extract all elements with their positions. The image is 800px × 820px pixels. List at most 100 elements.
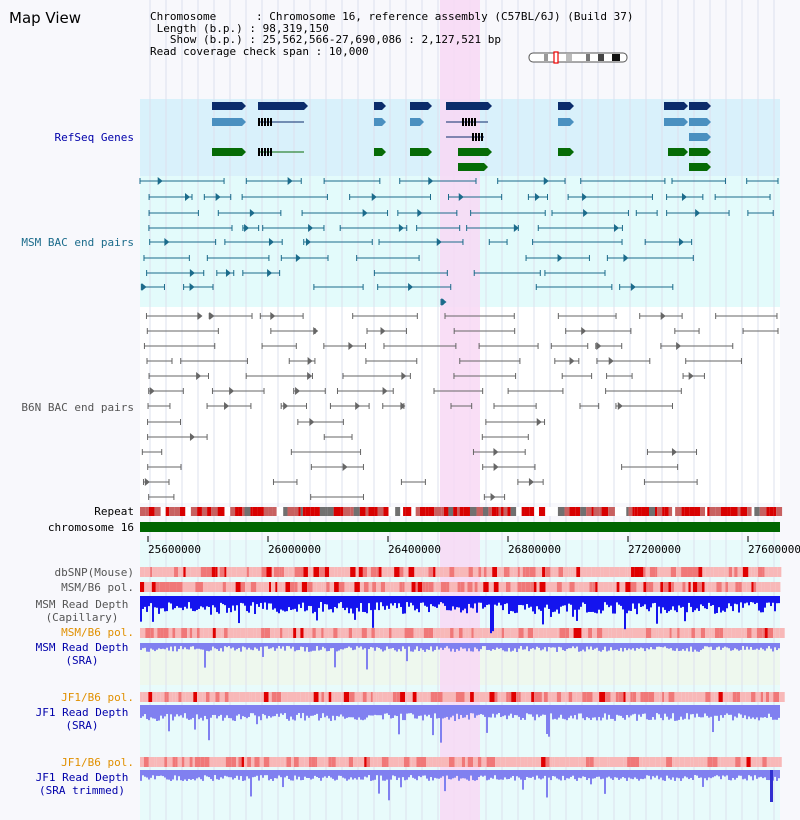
jf1-depth-sra-bar [682, 705, 684, 720]
msm-depth-sra-bar [776, 643, 778, 651]
track-label-msm-bac[interactable]: MSM BAC end pairs [21, 236, 134, 249]
jf1-depth-trim-bar [570, 770, 572, 777]
msm-depth-sra-bar [632, 643, 634, 649]
jf1-b6-pol-heat-cell [692, 692, 697, 702]
msm-b6-pol-2-heat-cell [256, 628, 262, 638]
msm-depth-sra-bar [368, 643, 370, 650]
jf1-b6-pol-heat-cell [534, 692, 539, 702]
jf1-b6-pol-2-heat-cell [762, 757, 767, 767]
msm-depth-cap-bar [526, 596, 528, 605]
repeat-element [272, 507, 277, 516]
jf1-b6-pol-heat-cell [451, 692, 456, 702]
dbsnp-heat-cell [300, 567, 304, 577]
jf1-depth-trim-bar [232, 770, 234, 780]
jf1-depth-trim-bar [220, 770, 222, 778]
msm-bac-pair-marker [225, 269, 231, 277]
jf1-depth-sra-bar [266, 705, 268, 719]
jf1-b6-pol-heat-cell [255, 692, 261, 702]
dbsnp-heat-cell [215, 567, 218, 577]
jf1-b6-pol-heat-cell [630, 692, 633, 702]
repeat-element [340, 507, 344, 516]
jf1-depth-sra-bar [676, 705, 678, 721]
repeat-element [310, 507, 315, 516]
repeat-element [415, 507, 420, 516]
msm-depth-sra-bar [162, 643, 164, 649]
jf1-depth-sra-bar [506, 705, 508, 720]
msm-bac-pair-marker [582, 193, 588, 201]
jf1-b6-pol-heat-cell [610, 692, 616, 702]
msm-bac-pair-marker [157, 177, 163, 185]
msm-depth-cap-bar [462, 596, 464, 611]
msm-depth-sra-bar [184, 643, 186, 648]
jf1-depth-sra-bar [212, 705, 214, 715]
msm-depth-sra-bar [646, 643, 648, 649]
jf1-depth-trim-bar [198, 770, 200, 778]
msm-b6-pol-heat-cell [668, 582, 672, 592]
repeat-element [501, 507, 504, 516]
msm-depth-sra-bar [466, 643, 468, 652]
jf1-b6-pol-2-heat-cell [627, 757, 631, 767]
jf1-b6-pol-heat-cell [648, 692, 655, 702]
jf1-depth-sra-bar [370, 705, 372, 716]
jf1-b6-pol-2-heat-cell [578, 757, 581, 767]
jf1-depth-trim-bar [236, 770, 238, 776]
msm-depth-cap-bar [410, 596, 412, 603]
msm-depth-sra-bar [584, 643, 586, 652]
msm-b6-pol-heat-cell [608, 582, 613, 592]
jf1-depth-sra-bar [188, 705, 190, 720]
msm-depth-sra-bar [744, 643, 746, 650]
dbsnp-heat-cell [472, 567, 479, 577]
jf1-b6-pol-2-heat-cell [684, 757, 691, 767]
jf1-b6-pol-heat-cell [434, 692, 438, 702]
msm-depth-cap-bar [338, 596, 340, 604]
jf1-depth-sra-bar [360, 705, 362, 720]
msm-depth-sra-bar [340, 643, 342, 650]
repeat-element [154, 507, 161, 516]
jf1-b6-pol-2-heat-cell [559, 757, 566, 767]
axis-tick-label: 25600000 [148, 543, 201, 556]
msm-depth-cap-bar [658, 596, 660, 607]
msm-depth-cap-bar [164, 596, 166, 612]
msm-depth-sra-bar [480, 643, 482, 650]
msm-depth-cap-bar [554, 596, 556, 612]
msm-depth-sra-bar [316, 643, 318, 647]
msm-depth-sra-bar [422, 643, 424, 650]
msm-b6-pol-2-heat-cell [458, 628, 463, 638]
msm-depth-sra-bar [170, 643, 172, 647]
msm-depth-sra-bar [308, 643, 310, 652]
repeat-element [343, 507, 351, 516]
msm-depth-sra-bar [550, 643, 552, 648]
jf1-depth-sra-bar [264, 705, 266, 716]
dbsnp-heat-cell [439, 567, 444, 577]
msm-depth-sra-bar [292, 643, 294, 647]
jf1-depth-trim-bar [626, 770, 628, 781]
jf1-depth-sra-bar [442, 705, 444, 719]
msm-b6-pol-heat-cell [545, 582, 550, 592]
msm-depth-cap-bar [630, 596, 632, 611]
msm-b6-pol-heat-cell [169, 582, 172, 592]
msm-depth-cap-bar [482, 596, 484, 609]
msm-depth-cap-bar [752, 596, 754, 603]
jf1-depth-trim-bar [598, 770, 600, 777]
jf1-depth-sra-bar [202, 705, 204, 721]
jf1-depth-sra-bar [734, 705, 736, 717]
track-label-jf1-depth-sra-2: (SRA) [65, 719, 99, 732]
jf1-depth-sra-bar [772, 705, 774, 720]
track-label-b6n-bac[interactable]: B6N BAC end pairs [21, 401, 134, 414]
jf1-depth-sra-bar [560, 705, 562, 715]
track-label-refseq[interactable]: RefSeq Genes [54, 131, 134, 144]
msm-b6-pol-heat-cell [440, 582, 447, 592]
b6n-bac-pair-marker [493, 463, 499, 471]
msm-bac-pair-marker [681, 193, 687, 201]
msm-depth-cap-bar [744, 596, 746, 604]
msm-depth-sra-bar [650, 643, 652, 648]
repeat-element [383, 507, 389, 516]
msm-depth-sra-bar [524, 643, 526, 650]
refseq-transcript-green [458, 148, 488, 156]
jf1-depth-trim-bar [630, 770, 632, 779]
repeat-element [599, 507, 602, 516]
axis-tick-label: 26400000 [388, 543, 441, 556]
msm-b6-pol-heat-cell [592, 582, 596, 592]
jf1-depth-trim-bar [412, 770, 414, 778]
